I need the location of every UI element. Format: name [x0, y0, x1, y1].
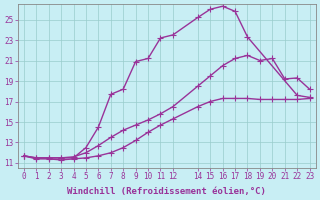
X-axis label: Windchill (Refroidissement éolien,°C): Windchill (Refroidissement éolien,°C) [67, 187, 266, 196]
